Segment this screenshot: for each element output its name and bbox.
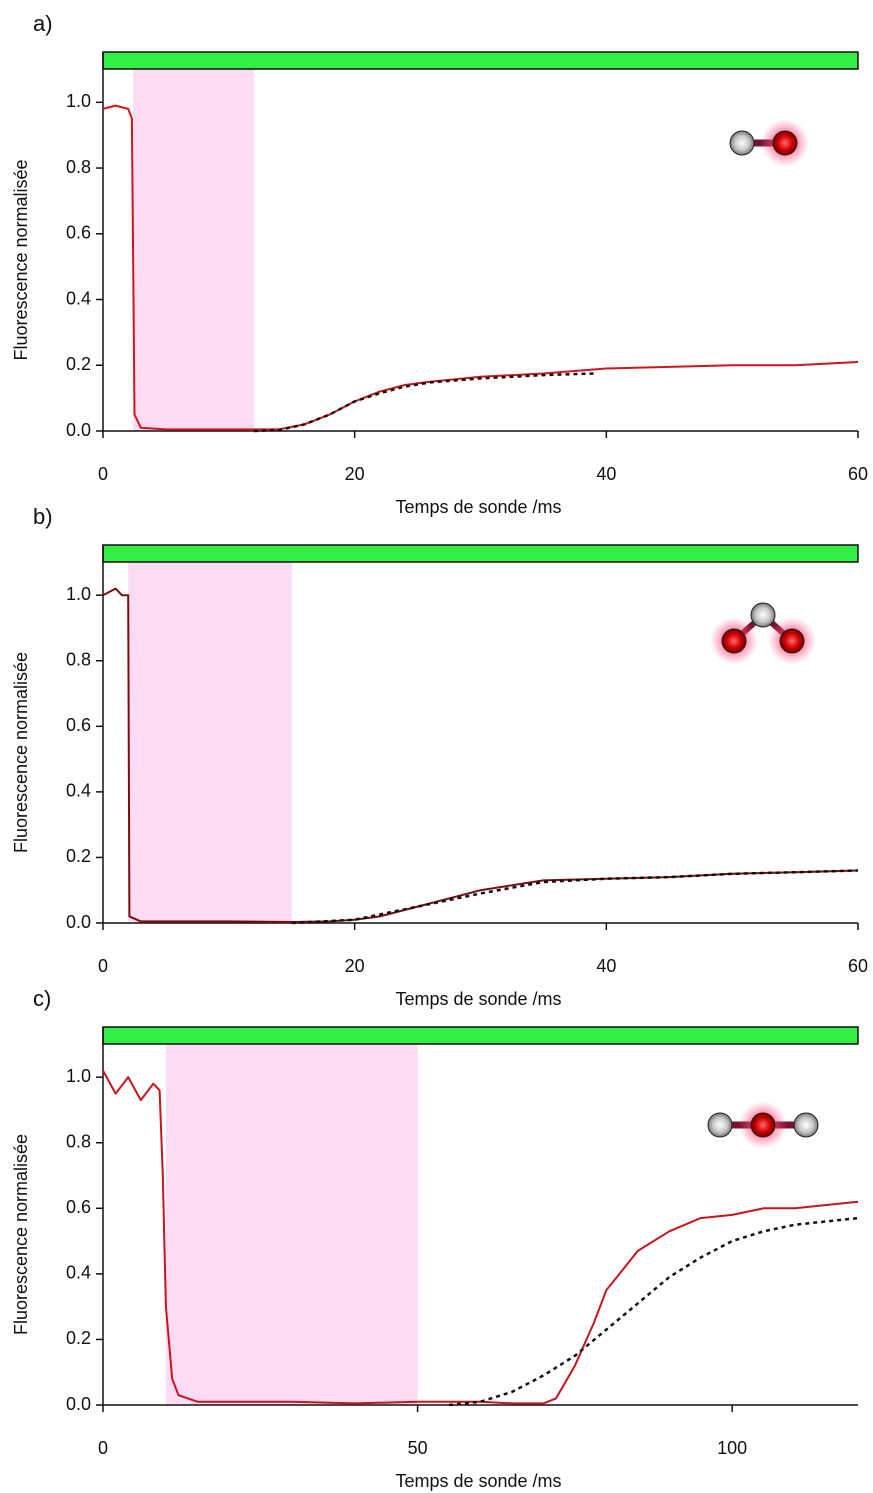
y-tick-label: 0.2 <box>66 846 91 866</box>
light-bar <box>102 544 859 563</box>
light-bar <box>102 1026 859 1045</box>
panel: 0.0 0.2 0.4 0.6 0.8 1.0 0 20 40 60 Temps de sonde … <box>11 11 868 517</box>
y-tick-label: 1.0 <box>66 1066 91 1086</box>
shaded-region <box>128 546 292 923</box>
y-tick-label: 0.6 <box>66 223 91 243</box>
y-tick-label: 0.8 <box>66 649 91 669</box>
panel-label: b) <box>33 504 53 529</box>
molecule-icon-a <box>729 119 809 167</box>
y-tick-label: 0.6 <box>66 715 91 735</box>
molecule-icon-b <box>710 602 816 665</box>
x-tick-label: 0 <box>98 1438 108 1458</box>
y-tick-label: 0.0 <box>66 420 91 440</box>
y-axis-label: Fluorescence normalisée <box>11 159 31 360</box>
x-tick-label: 0 <box>98 464 108 484</box>
panel: 0.0 0.2 0.4 0.6 0.8 1.0 0 20 40 60 Temps de sonde … <box>11 504 868 1009</box>
y-tick-label: 0.6 <box>66 1197 91 1217</box>
x-tick-label: 60 <box>848 956 868 976</box>
panel-label: a) <box>33 11 53 36</box>
x-tick-label: 20 <box>345 464 365 484</box>
x-tick-label: 60 <box>848 464 868 484</box>
shaded-region <box>133 53 254 431</box>
light-bar <box>102 51 859 70</box>
panel-label: c) <box>33 986 51 1011</box>
data-line <box>102 1070 859 1405</box>
x-tick-label: 0 <box>98 956 108 976</box>
y-tick-label: 1.0 <box>66 91 91 111</box>
x-tick-label: 100 <box>717 1438 747 1458</box>
data-line <box>102 104 859 431</box>
x-axis-label: Temps de sonde /ms <box>395 989 561 1009</box>
y-tick-label: 0.0 <box>66 912 91 932</box>
x-tick-label: 20 <box>345 956 365 976</box>
y-tick-label: 0.2 <box>66 1328 91 1348</box>
y-tick-label: 0.8 <box>66 1131 91 1151</box>
y-tick-label: 0.8 <box>66 157 91 177</box>
x-axis-label: Temps de sonde /ms <box>395 1471 561 1491</box>
x-tick-label: 40 <box>596 464 616 484</box>
shaded-region <box>165 1028 418 1405</box>
x-tick-label: 50 <box>408 1438 428 1458</box>
y-tick-label: 0.0 <box>66 1394 91 1414</box>
y-tick-label: 0.4 <box>66 781 91 801</box>
panel: 0.0 0.2 0.4 0.6 0.8 1.0 0 50 100 Temps de sonde /… <box>11 986 859 1491</box>
x-tick-label: 40 <box>596 956 616 976</box>
molecule-icon-c <box>707 1101 819 1149</box>
y-tick-label: 1.0 <box>66 584 91 604</box>
y-axis-label: Fluorescence normalisée <box>11 652 31 853</box>
fit-curve <box>448 1216 859 1407</box>
fit-curve <box>291 869 859 925</box>
fit-curve <box>253 372 594 433</box>
x-axis-label: Temps de sonde /ms <box>395 497 561 517</box>
y-tick-label: 0.4 <box>66 288 91 308</box>
y-tick-label: 0.4 <box>66 1263 91 1283</box>
y-axis-label: Fluorescence normalisée <box>11 1134 31 1335</box>
y-tick-label: 0.2 <box>66 354 91 374</box>
